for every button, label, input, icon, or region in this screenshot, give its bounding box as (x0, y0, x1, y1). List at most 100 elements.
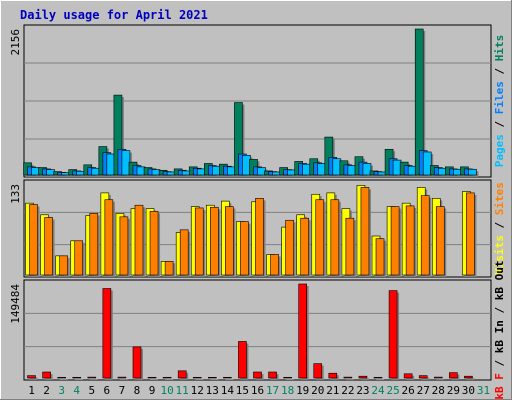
bar-sites (225, 206, 234, 276)
bar-kb-f (388, 290, 398, 379)
bar-sites (134, 204, 144, 276)
day-group-visits (130, 204, 145, 277)
day-group-traffic (132, 346, 143, 380)
bar-pages (468, 168, 477, 176)
day-group-hits (294, 161, 313, 177)
day-group-hits (399, 161, 419, 177)
max-value-label-visits: 133 (9, 184, 22, 204)
day-group-traffic (268, 371, 279, 380)
day-group-hits (68, 169, 87, 177)
bar-shadow (380, 173, 389, 177)
bar-kb-f (373, 376, 383, 379)
bar-sites (149, 211, 159, 276)
legend-entry-kb-in: kB In (493, 320, 506, 353)
day-group-hits (384, 148, 404, 177)
bar-kb-f (208, 376, 217, 379)
legend-separator: / (493, 353, 506, 373)
day-group-traffic (298, 283, 309, 380)
day-label: 27 (417, 384, 430, 397)
day-label: 6 (104, 384, 111, 397)
day-group-visits (386, 206, 402, 277)
day-label: 5 (88, 384, 95, 397)
day-group-visits (236, 221, 251, 277)
legend-entry-hits: Hits (493, 35, 506, 62)
bar-sites (390, 206, 400, 276)
bar-sites (29, 204, 38, 276)
bar-sites (345, 217, 355, 276)
bar-sites (300, 217, 309, 276)
day-group-visits (371, 235, 387, 277)
day-group-traffic (102, 288, 113, 380)
day-group-visits (356, 185, 371, 277)
bar-kb-f (72, 376, 82, 379)
day-group-hits (279, 167, 298, 177)
day-group-visits (85, 213, 100, 277)
bar-sites (89, 213, 99, 276)
day-group-traffic (464, 375, 475, 380)
bar-sites (194, 207, 204, 276)
day-label: 2 (43, 384, 50, 397)
day-group-traffic (72, 376, 83, 380)
bar-shadow (150, 379, 159, 380)
bar-kb-f (298, 283, 307, 379)
bar-kb-f (313, 363, 323, 379)
bar-sites (315, 199, 325, 276)
day-label: 20 (311, 384, 324, 397)
bar-kb-f (57, 376, 66, 379)
bar-kb-f (283, 376, 292, 379)
legend-entry-files: Files (493, 81, 506, 114)
day-group-visits (175, 229, 191, 277)
day-label: 8 (134, 384, 141, 397)
panel-traffic: 149484 kB F / kB In / kB Out (9, 260, 506, 399)
day-group-traffic (177, 370, 189, 380)
day-group-hits (38, 167, 57, 177)
bar-kb-f (328, 372, 338, 379)
bar-kb-f (238, 341, 247, 379)
bar-shadow (466, 378, 475, 380)
day-group-visits (416, 187, 432, 277)
bar-sites (44, 217, 53, 276)
day-group-hits (113, 94, 132, 177)
legend-entry-visits: Visits (493, 235, 506, 275)
day-group-hits (83, 164, 102, 177)
day-group-traffic (42, 371, 53, 380)
bar-kb-f (102, 288, 112, 379)
day-label: 21 (326, 384, 339, 397)
day-group-hits (188, 166, 208, 177)
bar-shadow (195, 379, 204, 380)
bar-kb-f (433, 376, 443, 379)
bar-sites (270, 254, 279, 276)
day-label: 26 (402, 384, 415, 397)
day-group-traffic (433, 376, 445, 380)
day-group-traffic (403, 373, 415, 380)
day-group-traffic (373, 376, 385, 380)
bar-shadow (345, 379, 354, 380)
day-label: 17 (266, 384, 279, 397)
day-label: 13 (206, 384, 219, 397)
day-group-visits (341, 208, 356, 277)
day-group-hits (158, 169, 178, 177)
day-group-traffic (283, 376, 294, 380)
bar-kb-f (418, 375, 428, 379)
day-group-traffic (192, 376, 204, 380)
day-group-visits (25, 202, 40, 277)
bar-shadow (225, 379, 234, 380)
bar-shadow (29, 377, 38, 380)
bar-pages (362, 163, 372, 176)
day-group-hits (414, 28, 434, 177)
bar-kb-f (132, 346, 142, 379)
bar-sites (360, 187, 370, 276)
panel-visits: 133 Visits / Sites (9, 179, 506, 278)
day-group-traffic (162, 376, 174, 380)
bar-sites (59, 255, 68, 276)
day-group-traffic (238, 341, 249, 380)
day-label: 16 (251, 384, 264, 397)
bar-shadow (165, 379, 174, 380)
legend-entry-sites: Sites (493, 182, 506, 215)
bar-sites (466, 192, 475, 276)
bar-shadow (421, 377, 430, 380)
legend-entry-kb-out: kB Out (493, 260, 506, 300)
day-label: 22 (341, 384, 354, 397)
day-group-visits (100, 192, 115, 277)
